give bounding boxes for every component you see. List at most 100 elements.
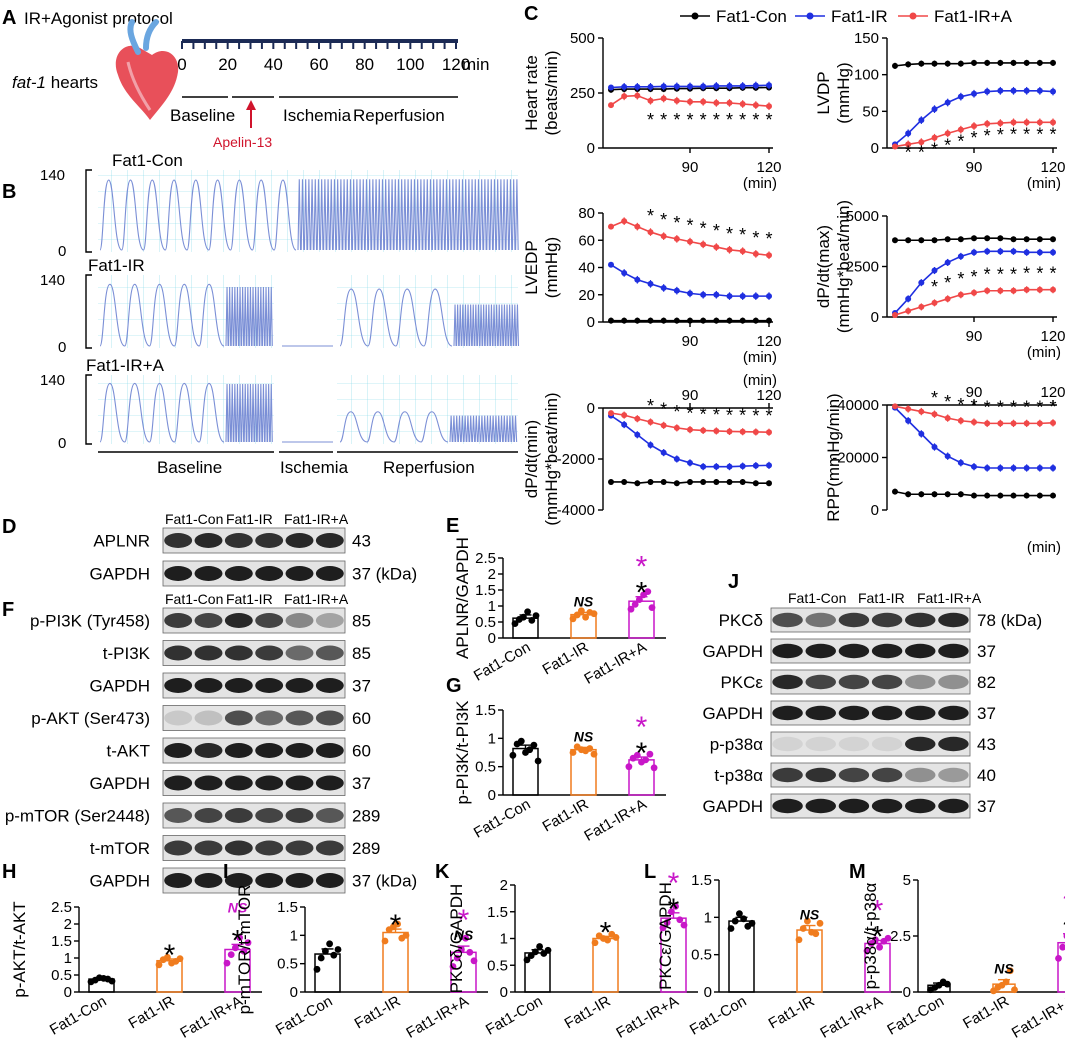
blot-group-label: Fat1-Con: [788, 590, 846, 606]
x-tick-label: 90: [682, 387, 699, 404]
significance-star: *: [713, 221, 720, 241]
blot-row: p-PI3K (Tyr458) 85: [30, 607, 371, 634]
y-tick-label: 0: [290, 984, 298, 1001]
blot-group-label: Fat1-IR+A: [284, 511, 349, 527]
data-point: [466, 948, 474, 956]
data-point: [918, 430, 925, 437]
significance-star: *: [984, 397, 991, 417]
y-tick-label: 2: [64, 916, 72, 933]
y-axis-label: RPP(mmHg/min): [824, 393, 843, 521]
y-tick-label: -4000: [557, 502, 595, 519]
blot-band: [224, 840, 253, 856]
y-tick-label: 2: [488, 566, 496, 583]
data-point: [984, 420, 991, 427]
blot-band: [224, 775, 253, 791]
data-point: [155, 961, 163, 969]
blot-strip: [770, 638, 971, 664]
line-chart-lvedp: 80 60 40 20 0 90 120(min) LVEDP (mmHg) * * * * * * * * * *: [522, 205, 782, 366]
data-point: [971, 123, 977, 129]
data-point: [660, 317, 667, 324]
data-point: [752, 82, 759, 89]
data-point: [642, 756, 650, 764]
data-point: [918, 60, 925, 67]
blot-band: [285, 808, 314, 823]
data-point: [766, 82, 772, 89]
blot-band: [285, 873, 314, 888]
data-point: [795, 936, 803, 944]
blot-band: [224, 566, 253, 581]
trace-ymax: 140: [40, 372, 65, 389]
data-point: [931, 60, 938, 67]
data-point: [905, 491, 912, 498]
data-point: [905, 130, 912, 137]
blot-band: [838, 736, 870, 752]
trace-row-label: Fat1-Con: [112, 151, 183, 170]
significance-star: *: [1023, 264, 1030, 284]
blot-kda-label: 40: [977, 766, 996, 785]
legend-label: Fat1-Con: [716, 7, 787, 26]
bar-group: [87, 974, 116, 993]
data-point: [944, 130, 951, 137]
data-point: [1050, 465, 1056, 471]
y-axis-label: p-p38α/t-p38α: [861, 883, 880, 990]
y-axis-label: APLNR/GAPDH: [453, 537, 472, 659]
timeline-tick-label: 20: [218, 55, 237, 74]
legend-item: Fat1-IR: [795, 7, 888, 26]
significance-star: *: [673, 213, 680, 233]
blot-band: [255, 613, 284, 628]
data-point: [1036, 119, 1043, 126]
pressure-trace: [99, 283, 520, 347]
y-tick-label: 50: [862, 103, 879, 120]
data-point: [997, 287, 1004, 294]
blot-D: Fat1-Con Fat1-IR Fat1-IR+A APLNR 43 GAPDH 37 (…: [90, 511, 417, 587]
data-point: [621, 412, 628, 419]
significance-star: *: [931, 388, 938, 408]
x-tick-label: 90: [682, 333, 699, 350]
data-point: [739, 478, 746, 485]
blot-band: [194, 743, 223, 758]
blot-band: [805, 643, 837, 659]
data-point: [532, 612, 540, 619]
data-point: [726, 82, 733, 89]
y-tick-label: 500: [570, 30, 595, 47]
blot-band: [871, 705, 903, 721]
legend-label: Fat1-IR: [831, 7, 888, 26]
data-point: [1050, 249, 1056, 256]
significance-star: *: [673, 110, 680, 130]
blot-protein-label: p-mTOR (Ser2448): [5, 807, 150, 826]
category-label: Fat1-IR+A: [1009, 993, 1065, 1042]
blot-strip: [770, 762, 971, 788]
data-point: [517, 737, 525, 745]
blot-band: [315, 678, 344, 693]
significance-star: *: [458, 904, 470, 937]
blot-band: [255, 678, 284, 693]
data-point: [984, 59, 991, 66]
significance-star: *: [970, 267, 977, 287]
blot-band: [838, 612, 870, 628]
data-point: [944, 415, 951, 422]
data-point: [984, 235, 991, 242]
blot-row: GAPDH 37: [90, 770, 371, 796]
data-point: [1036, 249, 1043, 256]
bar-group: [509, 737, 542, 796]
data-point: [713, 291, 720, 298]
blot-band: [164, 873, 193, 888]
blot-group-label: Fat1-Con: [165, 591, 223, 607]
trace-ymin: 0: [58, 243, 66, 260]
data-point: [918, 303, 925, 310]
data-point: [631, 601, 639, 608]
phase-reperfusion: Reperfusion: [353, 106, 445, 125]
blot-band: [904, 767, 936, 783]
legend-item: Fat1-IR+A: [898, 7, 1013, 26]
significance-star: *: [660, 110, 667, 130]
panel-label-k: K: [435, 861, 450, 883]
blot-row: GAPDH 37: [703, 700, 996, 726]
data-point: [766, 317, 772, 324]
data-point: [752, 428, 759, 435]
blot-band: [315, 645, 344, 661]
data-point: [608, 261, 614, 268]
data-point: [931, 106, 938, 113]
bar-group: [523, 943, 552, 993]
data-point: [997, 248, 1004, 255]
